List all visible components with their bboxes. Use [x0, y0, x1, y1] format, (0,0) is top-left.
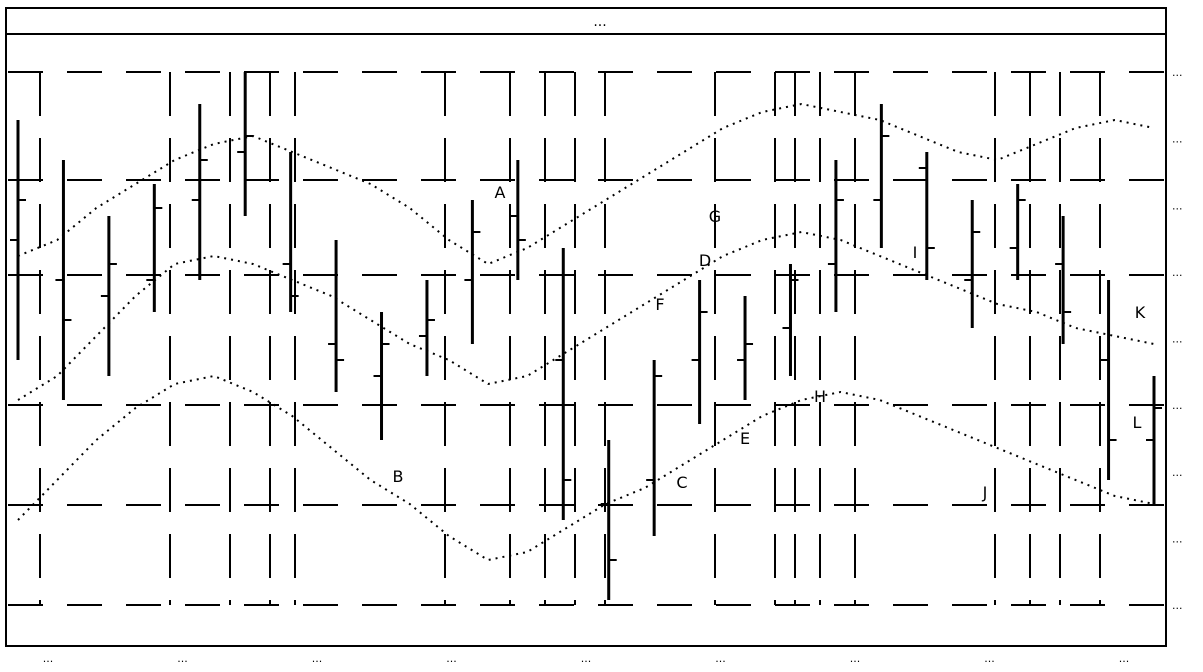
y-tick-label: ...: [1172, 199, 1183, 212]
annotation-label: I: [913, 243, 918, 262]
x-tick-label: ...: [446, 652, 457, 665]
bars-layer: [10, 72, 1162, 600]
annotation-label: K: [1135, 303, 1146, 322]
annotation-label: A: [495, 183, 506, 202]
y-tick-label: ...: [1172, 466, 1183, 479]
y-tick-label: ...: [1172, 133, 1183, 146]
annotation-label: D: [699, 251, 711, 270]
x-tick-label: ...: [850, 652, 861, 665]
annotation-label: E: [740, 429, 750, 448]
y-tick-label: ...: [1172, 599, 1183, 612]
annotation-label: F: [655, 295, 664, 314]
y-tick-label: ...: [1172, 399, 1183, 412]
x-tick-label: ...: [581, 652, 592, 665]
x-tick-label: ...: [177, 652, 188, 665]
chart-title: ...: [593, 14, 606, 30]
annotation-label: C: [676, 473, 687, 492]
annotation-label: L: [1133, 413, 1142, 432]
annotation-label: J: [982, 483, 988, 502]
x-tick-label: ...: [984, 652, 995, 665]
x-tick-label: ...: [1119, 652, 1130, 665]
x-tick-label: ...: [43, 652, 54, 665]
band-lower-line: [17, 374, 1155, 562]
y-tick-label: ...: [1172, 266, 1183, 279]
ticks-layer: ........................................…: [43, 66, 1183, 665]
band-middle-line: [17, 230, 1155, 401]
y-tick-label: ...: [1172, 66, 1183, 79]
y-tick-label: ...: [1172, 532, 1183, 545]
annotations-layer: A B C D E F G H I J K L: [393, 183, 1146, 502]
annotation-label: H: [814, 387, 826, 406]
x-tick-label: ...: [312, 652, 323, 665]
plot-frame: [5, 33, 1167, 647]
annotation-label: B: [393, 467, 404, 486]
annotation-label: G: [709, 207, 721, 226]
bands-layer: [17, 102, 1155, 562]
y-tick-label: ...: [1172, 333, 1183, 346]
x-tick-label: ...: [715, 652, 726, 665]
